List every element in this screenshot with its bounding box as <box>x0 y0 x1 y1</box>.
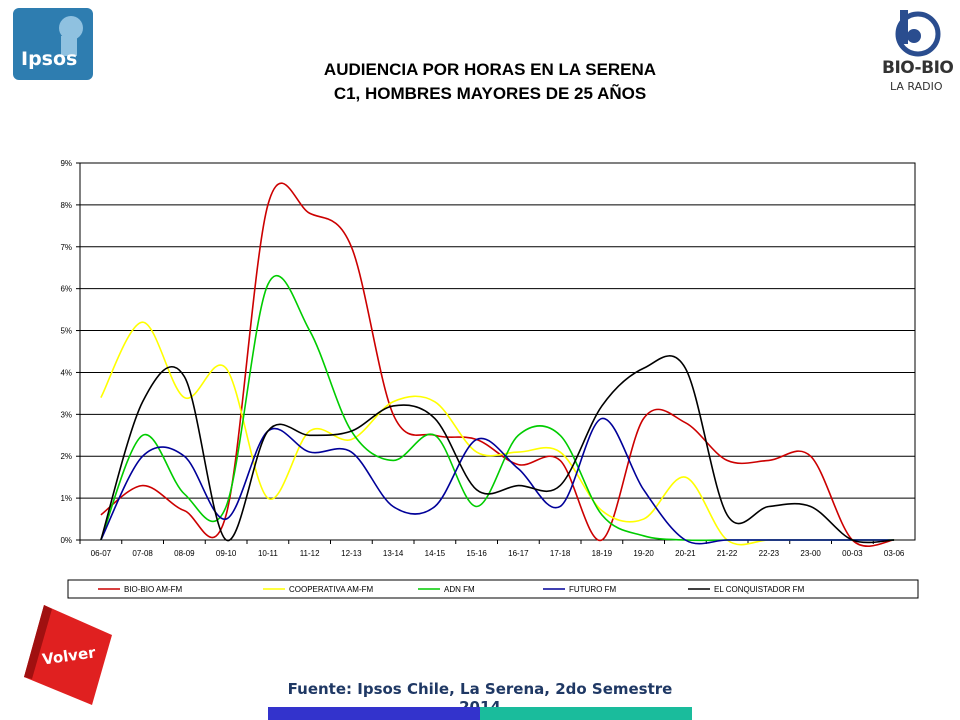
ipsos-face-icon <box>59 16 83 56</box>
biobio-logo-text: BIO-BIO <box>882 58 954 78</box>
volver-button[interactable]: Volver <box>24 605 112 705</box>
x-tick-label: 09-10 <box>216 549 237 558</box>
x-tick-label: 00-03 <box>842 549 863 558</box>
biobio-logo: BIO-BIO LA RADIO <box>880 6 956 100</box>
x-tick-label: 20-21 <box>675 549 696 558</box>
x-tick-label: 12-13 <box>341 549 362 558</box>
x-tick-label: 22-23 <box>759 549 780 558</box>
chart-title-line2: C1, HOMBRES MAYORES DE 25 AÑOS <box>333 84 647 103</box>
y-tick-label: 6% <box>60 285 72 294</box>
y-tick-label: 1% <box>60 494 72 503</box>
ipsos-logo-text: Ipsos <box>21 48 78 70</box>
x-tick-label: 11-12 <box>300 549 320 558</box>
y-tick-label: 5% <box>60 327 72 336</box>
x-tick-label: 15-16 <box>466 549 487 558</box>
x-tick-label: 21-22 <box>717 549 738 558</box>
y-tick-label: 9% <box>60 159 72 168</box>
line-chart: 0% 1% 2% 3% 4% 5% 6% 7% 8% 9% 06-07 07-08 08-09 09-10… <box>60 159 919 599</box>
legend-box <box>67 579 919 599</box>
x-tick-label: 07-08 <box>132 549 153 558</box>
y-tick-label: 4% <box>60 368 72 377</box>
x-tick-label: 16-17 <box>508 549 529 558</box>
x-tick-label: 17-18 <box>550 549 571 558</box>
ipsos-logo: Ipsos <box>13 8 93 80</box>
series-line-el-conquistador-fm <box>100 355 895 544</box>
x-tick-label: 08-09 <box>174 549 195 558</box>
footer-bar-teal <box>480 707 692 720</box>
y-tick-label: 2% <box>60 452 72 461</box>
y-tick-label: 8% <box>60 201 72 210</box>
volver-shape-icon <box>24 605 112 705</box>
x-tick-label: 23-00 <box>800 549 821 558</box>
x-tick-label: 06-07 <box>91 549 112 558</box>
chart-title-line1: AUDIENCIA POR HORAS EN LA SERENA <box>323 60 657 79</box>
legend-label: EL CONQUISTADOR FM <box>714 585 805 594</box>
legend-label: COOPERATIVA AM-FM <box>289 585 373 594</box>
legend-label: BIO-BIO AM-FM <box>124 585 183 594</box>
x-tick-label: 14-15 <box>425 549 446 558</box>
x-tick-label: 10-11 <box>258 549 278 558</box>
plot-area <box>79 162 916 541</box>
y-tick-label: 7% <box>60 243 72 252</box>
biobio-symbol-icon <box>895 10 941 57</box>
x-tick-label: 13-14 <box>383 549 404 558</box>
y-tick-label: 0% <box>60 536 72 545</box>
x-tick-label: 18-19 <box>592 549 613 558</box>
x-tick-label: 03-06 <box>884 549 905 558</box>
series-line-futuro-fm <box>100 417 895 545</box>
chart-title: AUDIENCIA POR HORAS EN LA SERENA C1, HOM… <box>240 58 740 106</box>
legend-label: ADN FM <box>444 585 475 594</box>
legend-label: FUTURO FM <box>569 585 616 594</box>
footer-bar-blue <box>268 707 480 720</box>
series-line-cooperativa-am-fm <box>100 321 895 546</box>
y-tick-label: 3% <box>60 410 72 419</box>
x-tick-label: 19-20 <box>633 549 654 558</box>
biobio-logo-subtext: LA RADIO <box>890 80 943 93</box>
